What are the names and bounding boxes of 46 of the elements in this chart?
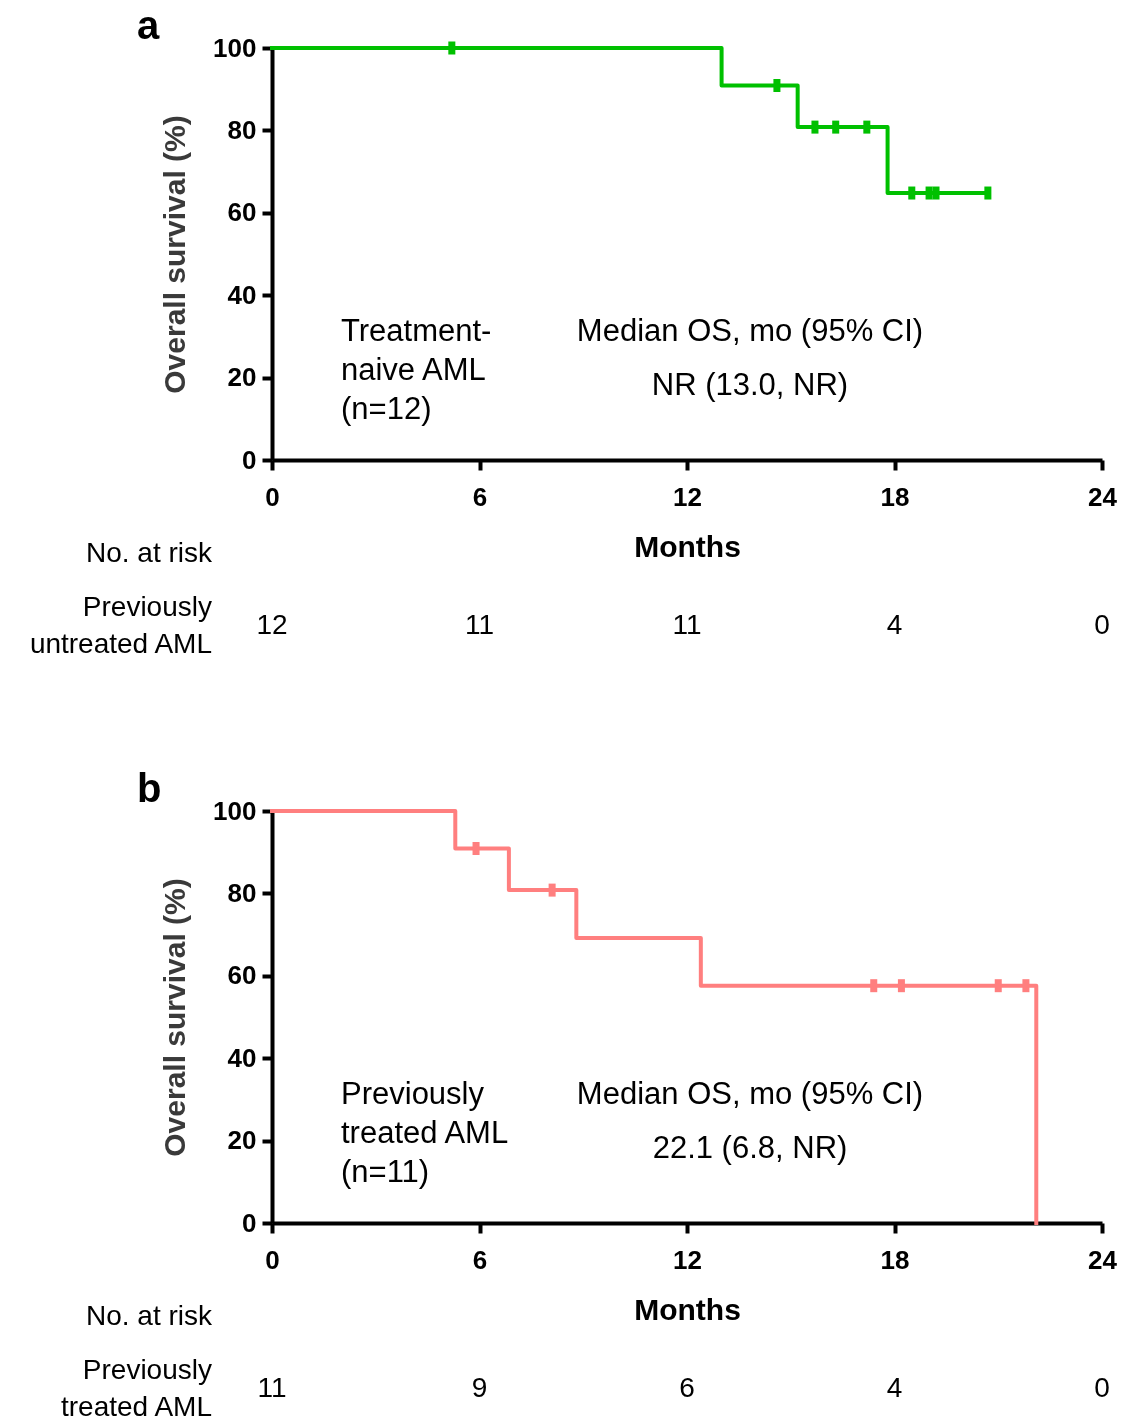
text: 11 bbox=[672, 609, 702, 640]
x-axis-title: Months bbox=[634, 1292, 741, 1326]
x-tick-label: 12 bbox=[673, 481, 702, 512]
y-tick-label: 100 bbox=[213, 795, 257, 826]
x-tick-label: 6 bbox=[472, 1244, 488, 1275]
y-tick-label: 20 bbox=[227, 1125, 257, 1156]
y-tick-label: 0 bbox=[242, 444, 257, 475]
text: 11 bbox=[464, 609, 495, 640]
x-tick-label: 24 bbox=[1088, 481, 1118, 512]
text: Previously treated AML bbox=[61, 1353, 212, 1420]
y-tick-label: 60 bbox=[227, 197, 257, 228]
chart-title: a bbox=[137, 3, 160, 47]
x-tick-label: 0 bbox=[265, 1244, 280, 1275]
annotation: Median OS, mo (95% CI) NR (13.0, NR) bbox=[576, 313, 924, 402]
y-tick-label: 40 bbox=[227, 1042, 257, 1073]
x-tick-label: 6 bbox=[472, 481, 488, 512]
annotation: Treatment- naive AML (n=12) bbox=[341, 313, 492, 426]
text: 4 bbox=[886, 1372, 903, 1403]
y-tick-label: 80 bbox=[227, 114, 257, 145]
x-axis-title: Months bbox=[634, 529, 741, 563]
text: 11 bbox=[257, 1372, 287, 1403]
x-tick-label: 12 bbox=[673, 1244, 702, 1275]
text: No. at risk bbox=[85, 1300, 213, 1331]
text: 6 bbox=[679, 1372, 695, 1403]
text: 12 bbox=[256, 609, 288, 640]
y-axis-title: Overall survival (%) bbox=[158, 878, 192, 1157]
y-tick-label: 100 bbox=[213, 32, 257, 63]
x-tick-label: 0 bbox=[265, 481, 280, 512]
x-tick-label: 18 bbox=[880, 481, 910, 512]
x-tick-label: 24 bbox=[1088, 1244, 1118, 1275]
text: 9 bbox=[471, 1372, 488, 1403]
annotation: Previously treated AML (n=11) bbox=[341, 1076, 509, 1189]
y-tick-label: 40 bbox=[227, 279, 257, 310]
text: No. at risk bbox=[85, 537, 213, 568]
y-tick-label: 0 bbox=[242, 1207, 257, 1238]
y-tick-label: 80 bbox=[227, 877, 257, 908]
text: Previously untreated AML bbox=[29, 590, 212, 659]
y-tick-label: 60 bbox=[227, 960, 257, 991]
y-tick-label: 20 bbox=[227, 362, 257, 393]
text: 0 bbox=[1094, 609, 1110, 640]
chart-title: b bbox=[137, 766, 162, 810]
text: 0 bbox=[1094, 1372, 1110, 1403]
text: 4 bbox=[886, 609, 903, 640]
annotation: Median OS, mo (95% CI) 22.1 (6.8, NR) bbox=[576, 1076, 924, 1165]
y-axis-title: Overall survival (%) bbox=[158, 115, 192, 394]
x-tick-label: 18 bbox=[880, 1244, 910, 1275]
